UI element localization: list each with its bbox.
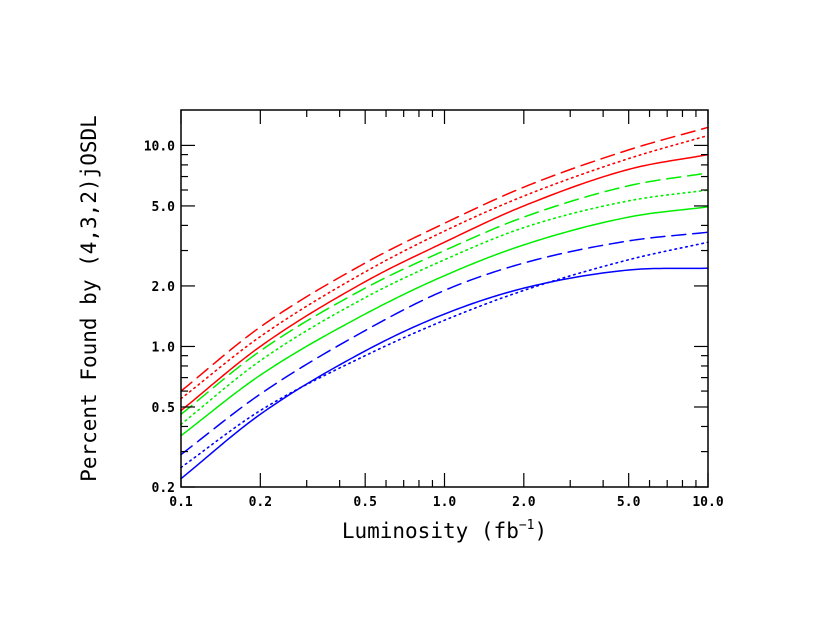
- x-axis-title-main: Luminosity (fb: [342, 519, 519, 543]
- tick-label-layer: 0.1 0.2 0.5 1.0 2.0 5.0 10.00.20.51.02.05.010.…: [144, 139, 724, 510]
- y-tick-label: 1.0: [152, 340, 176, 355]
- x-tick-label: 0.2: [249, 495, 272, 510]
- y-tick-label: 0.2: [152, 481, 175, 496]
- series-line-5: [180, 172, 709, 416]
- y-tick-label: 2.0: [152, 280, 176, 295]
- plot-frame: [180, 109, 709, 488]
- x-axis-title-exponent: −1: [519, 518, 535, 533]
- x-tick-label: 5.0: [617, 495, 641, 510]
- y-tick-label: 0.5: [152, 401, 175, 416]
- x-tick-label: 10.0: [692, 495, 723, 510]
- y-tick-label: 5.0: [152, 200, 176, 215]
- series-line-7: [180, 267, 709, 480]
- y-axis-title: Percent Found by (4,3,2)jOSDL: [77, 115, 101, 482]
- y-tick-label: 10.0: [144, 139, 175, 154]
- x-tick-label: 0.5: [353, 495, 376, 510]
- series-line-4: [180, 206, 709, 437]
- tick-layer: [180, 110, 709, 488]
- x-axis-title-close: ): [535, 519, 548, 543]
- x-tick-label: 0.1: [169, 495, 193, 510]
- x-tick-label: 2.0: [512, 495, 536, 510]
- series-line-8: [180, 231, 709, 456]
- series-line-6: [180, 189, 709, 426]
- series-layer: [180, 126, 709, 480]
- x-tick-label: 1.0: [433, 495, 457, 510]
- series-line-2: [180, 126, 709, 392]
- x-axis-title: Luminosity (fb−1): [342, 518, 547, 543]
- series-line-1: [180, 153, 709, 412]
- series-line-9: [180, 241, 709, 469]
- series-line-3: [180, 134, 709, 400]
